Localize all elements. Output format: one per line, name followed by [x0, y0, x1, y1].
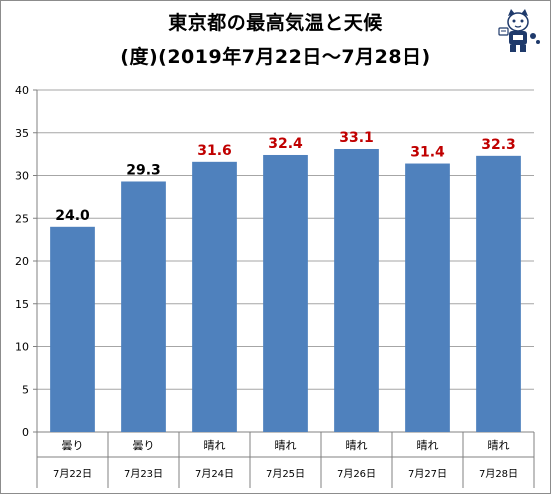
- bar: [263, 154, 308, 433]
- y-tick-label: 20: [15, 255, 29, 268]
- weather-label: 曇り: [133, 439, 155, 452]
- weather-label: 晴れ: [275, 439, 297, 452]
- data-label: 32.4: [268, 136, 303, 152]
- bars: [50, 148, 521, 433]
- y-tick-label: 0: [22, 426, 29, 439]
- weather-label: 晴れ: [417, 439, 439, 452]
- data-label: 33.1: [339, 130, 374, 146]
- date-label: 7月27日: [408, 468, 447, 480]
- weather-label: 晴れ: [204, 439, 226, 452]
- bar: [476, 155, 521, 432]
- date-label: 7月23日: [124, 468, 163, 480]
- weather-label: 晴れ: [488, 439, 510, 452]
- data-label: 31.6: [197, 143, 232, 159]
- mascot-logo: [498, 9, 540, 52]
- labels: 24.0 曇り 7月22日 29.3 曇り 7月23日 31.6 晴れ 7月24日 32.4 晴れ 7…: [53, 130, 518, 480]
- weather-label: 晴れ: [346, 439, 368, 452]
- bar: [121, 181, 166, 432]
- y-tick-label: 40: [15, 84, 29, 97]
- bar: [50, 226, 95, 432]
- axes: 0 5 10 15 20 25 30 35 40: [15, 84, 535, 488]
- y-tick-label: 15: [15, 298, 29, 311]
- bar: [405, 163, 450, 432]
- y-tick-label: 30: [15, 170, 29, 183]
- y-tick-label: 5: [22, 383, 29, 396]
- date-label: 7月25日: [266, 468, 305, 480]
- bar: [334, 148, 379, 432]
- data-label: 24.0: [55, 208, 90, 224]
- date-label: 7月24日: [195, 468, 234, 480]
- date-label: 7月28日: [479, 468, 518, 480]
- date-label: 7月22日: [53, 468, 92, 480]
- y-tick-label: 10: [15, 341, 29, 354]
- bar: [192, 161, 237, 432]
- weather-label: 曇り: [62, 439, 84, 452]
- date-label: 7月26日: [337, 468, 376, 480]
- y-tick-label: 35: [15, 127, 29, 140]
- data-label: 31.4: [410, 145, 445, 161]
- y-tick-label: 25: [15, 212, 29, 225]
- chart-title: 東京都の最高気温と天候: [168, 12, 383, 34]
- data-label: 32.3: [481, 137, 516, 153]
- data-label: 29.3: [126, 162, 161, 178]
- chart-subtitle: (度)(2019年7月22日～7月28日): [120, 46, 431, 68]
